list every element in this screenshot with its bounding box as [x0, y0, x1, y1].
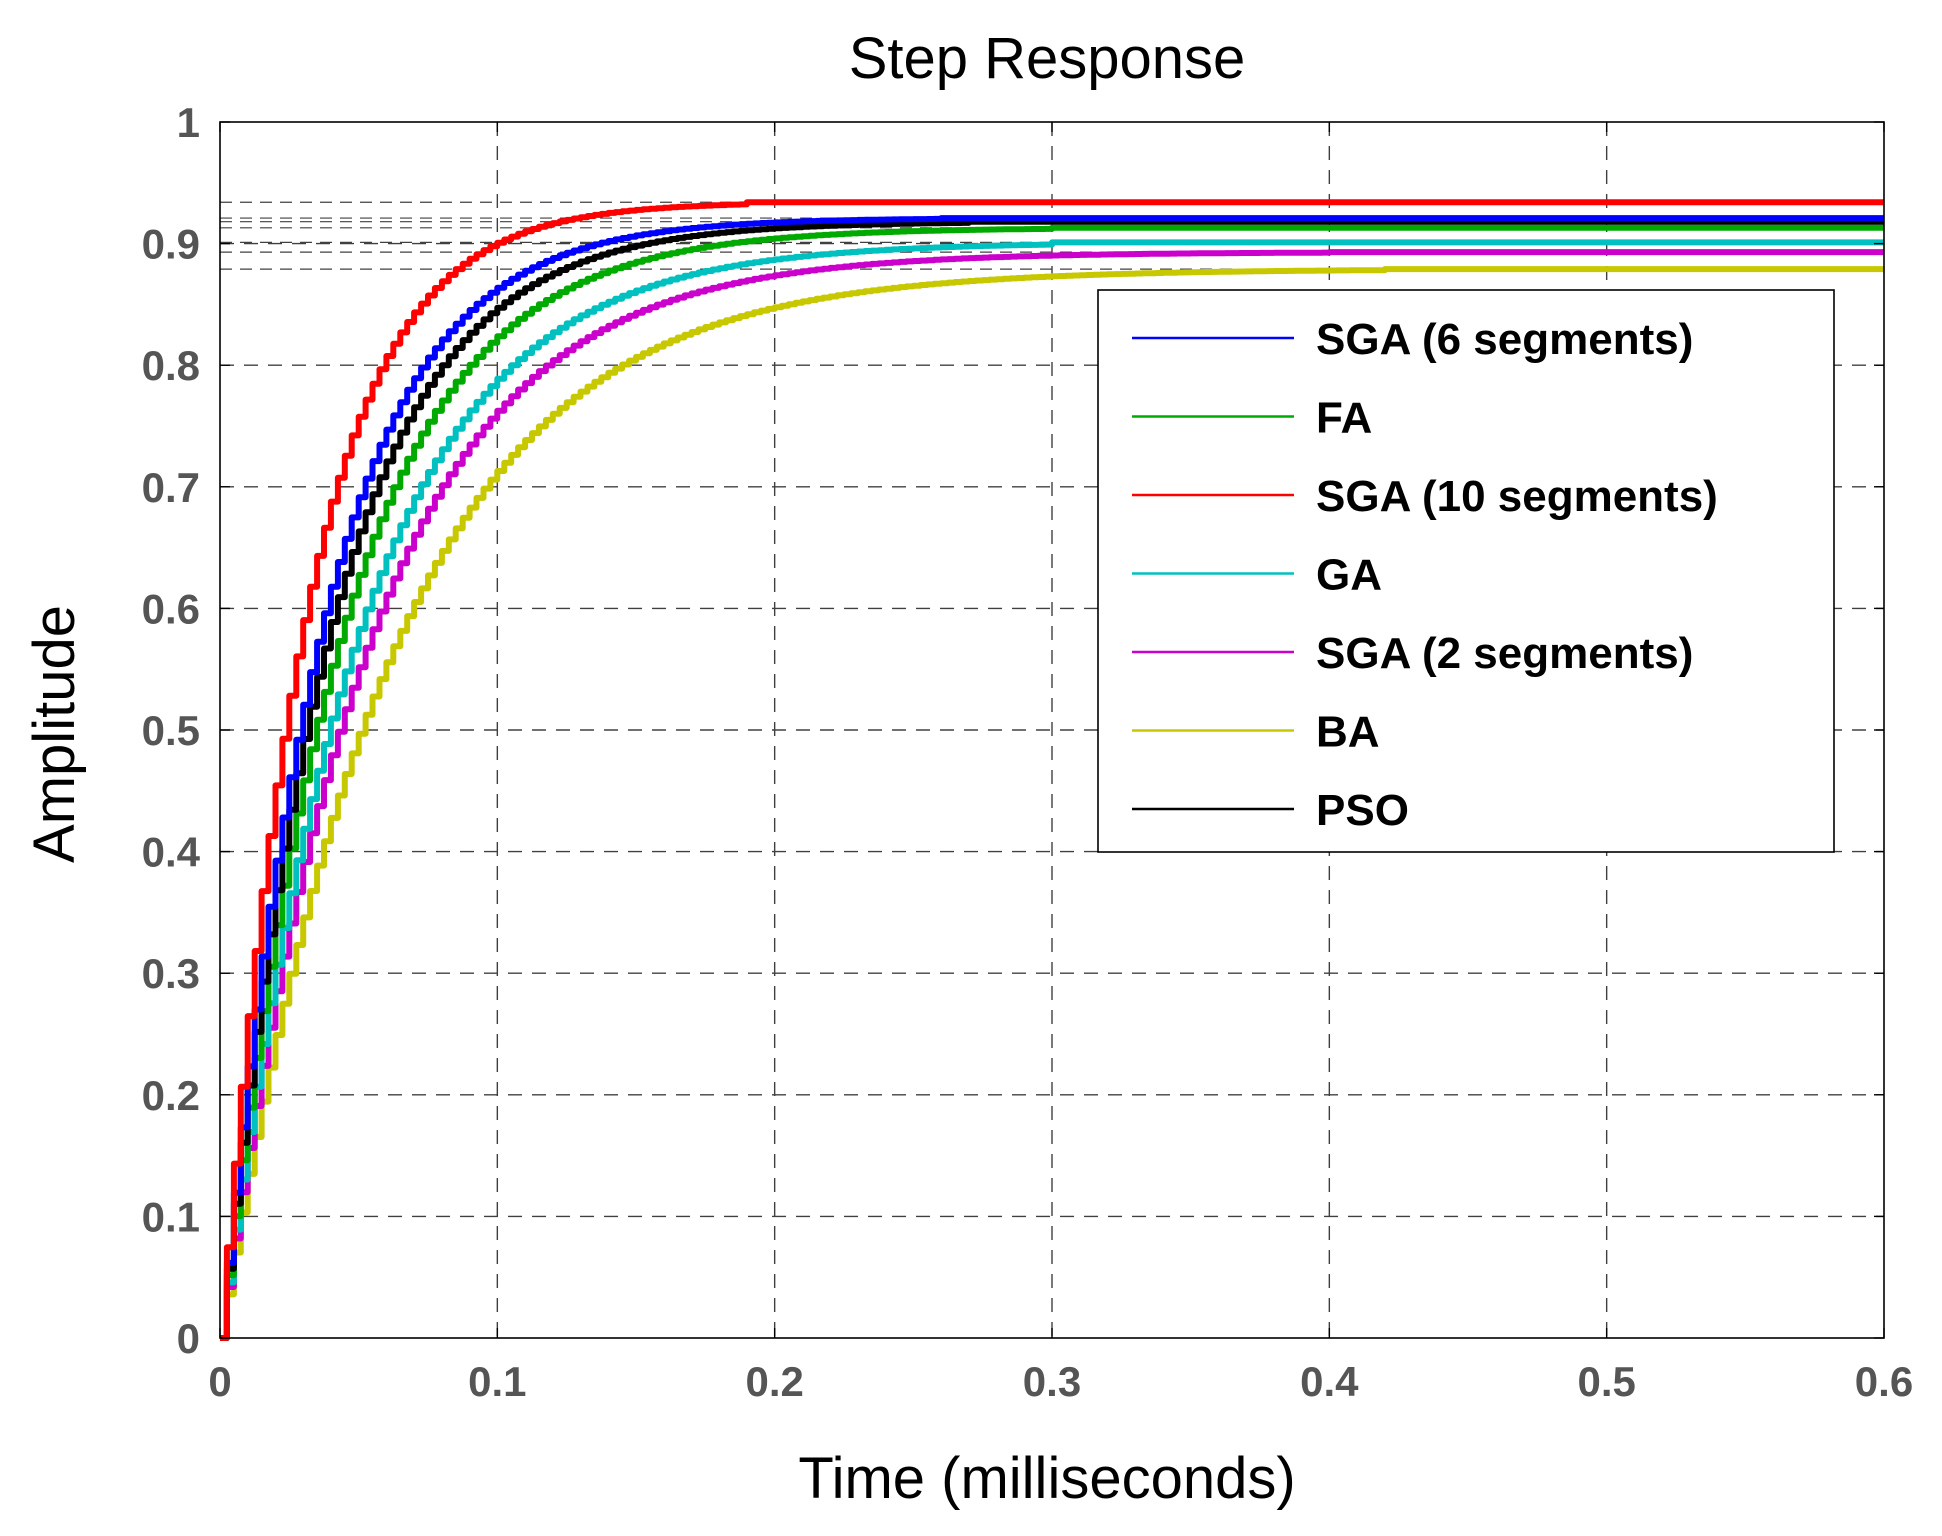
x-tick-label: 0.6 — [1855, 1358, 1913, 1405]
y-tick-label: 1 — [177, 99, 200, 146]
series-line — [220, 239, 1884, 1341]
legend: SGA (6 segments) FA SGA (10 segments) GA SGA… — [1097, 289, 1835, 853]
y-tick-label: 0.2 — [142, 1072, 200, 1119]
series-line — [220, 249, 1884, 1341]
series-line — [220, 218, 1884, 1341]
x-tick-label: 0.3 — [1023, 1358, 1081, 1405]
legend-label: PSO — [1316, 786, 1409, 835]
y-tick-label: 0.1 — [142, 1193, 200, 1240]
legend-label: SGA (6 segments) — [1316, 315, 1693, 364]
series-line — [220, 215, 1884, 1341]
x-tick-label: 0.1 — [468, 1358, 526, 1405]
y-tick-label: 0.3 — [142, 950, 200, 997]
y-tick-label: 0 — [177, 1315, 200, 1362]
series-layer — [220, 199, 1884, 1341]
y-tick-label: 0.8 — [142, 342, 200, 389]
y-tick-label: 0.5 — [142, 707, 200, 754]
x-tick-label: 0.2 — [745, 1358, 803, 1405]
legend-label: GA — [1316, 551, 1382, 600]
series-line — [220, 224, 1884, 1341]
legend-box — [1097, 289, 1835, 853]
tick-labels: 0 0.1 0.2 0.3 0.4 0.5 0.6 0 0.1 0.2 0.3 0.4 0.5 0.6 0.… — [142, 99, 1914, 1405]
legend-label: BA — [1316, 708, 1380, 757]
legend-label: SGA (2 segments) — [1316, 629, 1693, 678]
y-axis-label: Amplitude — [22, 605, 87, 863]
x-tick-label: 0 — [208, 1358, 231, 1405]
y-tick-label: 0.4 — [142, 829, 201, 876]
y-tick-label: 0.7 — [142, 464, 200, 511]
chart-title: Step Response — [849, 26, 1246, 91]
x-tick-label: 0.4 — [1300, 1358, 1359, 1405]
x-axis-label: Time (milliseconds) — [798, 1446, 1295, 1511]
series-line — [220, 199, 1884, 1341]
y-tick-label: 0.6 — [142, 585, 200, 632]
series-line — [220, 266, 1884, 1341]
legend-label: SGA (10 segments) — [1316, 472, 1718, 521]
y-tick-label: 0.9 — [142, 221, 200, 268]
x-tick-label: 0.5 — [1577, 1358, 1635, 1405]
legend-label: FA — [1316, 394, 1372, 443]
